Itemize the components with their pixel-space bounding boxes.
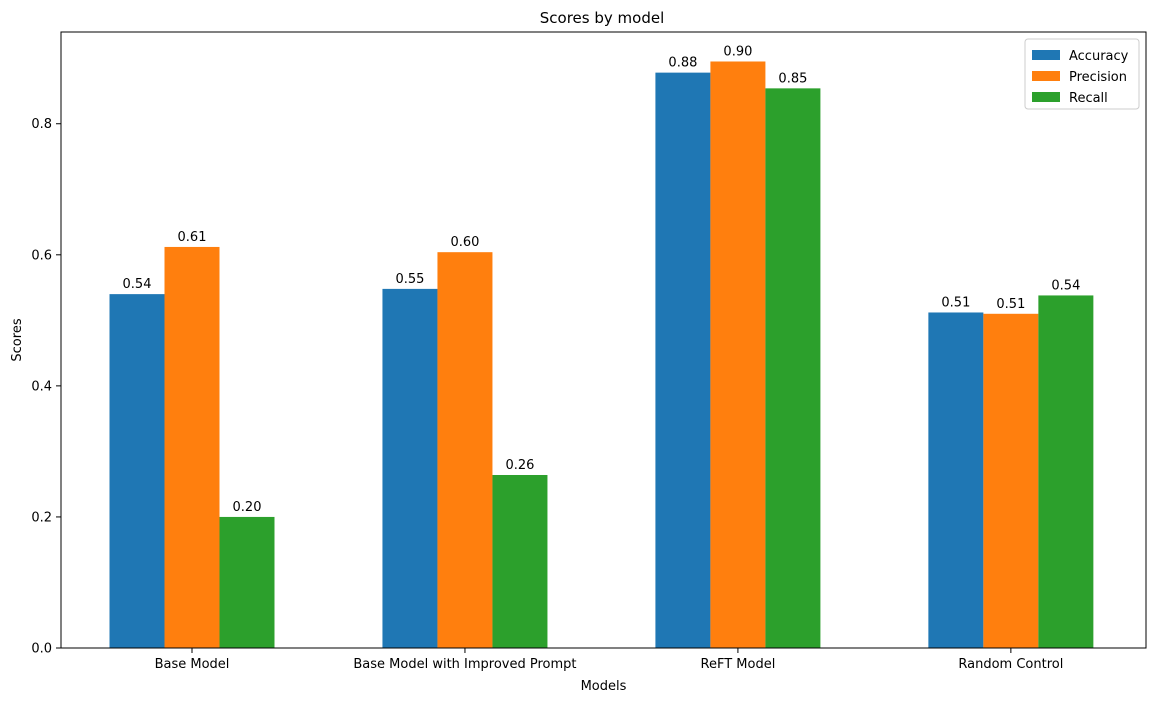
x-axis-label: Models xyxy=(581,679,627,694)
x-axis: Base Model Base Model with Improved Promp… xyxy=(155,648,1063,672)
y-tick-label: 0.2 xyxy=(31,510,52,525)
legend-swatch-accuracy xyxy=(1032,50,1060,60)
data-label-recall-1: 0.26 xyxy=(505,458,534,473)
data-labels-group: 0.54 0.61 0.20 0.55 0.60 0.26 0.88 0.90 0.85 0.51… xyxy=(123,44,1081,514)
y-axis-label: Scores xyxy=(10,318,25,361)
bar-accuracy-2 xyxy=(655,72,711,649)
bar-precision-2 xyxy=(710,61,766,648)
legend-label-recall: Recall xyxy=(1069,91,1108,106)
x-tick-label: Base Model xyxy=(155,657,230,672)
data-label-precision-2: 0.90 xyxy=(723,44,752,59)
chart-title: Scores by model xyxy=(540,9,664,27)
legend-swatch-recall xyxy=(1032,92,1060,102)
bar-recall-3 xyxy=(1038,295,1094,648)
x-tick-label: Base Model with Improved Prompt xyxy=(353,657,576,672)
data-label-accuracy-3: 0.51 xyxy=(941,295,970,310)
bar-recall-2 xyxy=(765,88,821,649)
data-label-accuracy-2: 0.88 xyxy=(668,56,697,71)
data-label-precision-1: 0.60 xyxy=(450,235,479,250)
data-label-precision-0: 0.61 xyxy=(178,230,207,245)
y-tick-label: 0.6 xyxy=(31,248,52,263)
plot-frame xyxy=(60,31,1147,649)
bar-precision-0 xyxy=(164,246,220,648)
bar-recall-0 xyxy=(219,516,275,648)
x-tick-label: ReFT Model xyxy=(701,657,776,672)
x-tick-label: Random Control xyxy=(958,657,1063,672)
legend-label-accuracy: Accuracy xyxy=(1069,49,1129,64)
bar-recall-1 xyxy=(492,474,548,648)
bar-precision-3 xyxy=(983,313,1039,648)
bar-accuracy-3 xyxy=(928,312,984,648)
legend-swatch-precision xyxy=(1032,71,1060,81)
data-label-accuracy-0: 0.54 xyxy=(123,277,152,292)
legend: Accuracy Precision Recall xyxy=(1024,38,1140,110)
y-axis: 0.0 0.2 0.4 0.6 0.8 xyxy=(31,117,61,657)
data-label-recall-2: 0.85 xyxy=(778,71,807,86)
data-label-recall-3: 0.54 xyxy=(1051,278,1080,293)
y-tick-label: 0.8 xyxy=(31,117,52,132)
data-label-precision-3: 0.51 xyxy=(996,297,1025,312)
bar-accuracy-0 xyxy=(109,294,165,648)
legend-label-precision: Precision xyxy=(1069,70,1127,85)
y-tick-label: 0.4 xyxy=(31,379,52,394)
y-tick-label: 0.0 xyxy=(31,642,52,657)
bar-precision-1 xyxy=(437,252,493,648)
bar-accuracy-1 xyxy=(382,288,438,648)
bars-group xyxy=(109,61,1094,649)
data-label-recall-0: 0.20 xyxy=(233,500,262,515)
data-label-accuracy-1: 0.55 xyxy=(395,272,424,287)
